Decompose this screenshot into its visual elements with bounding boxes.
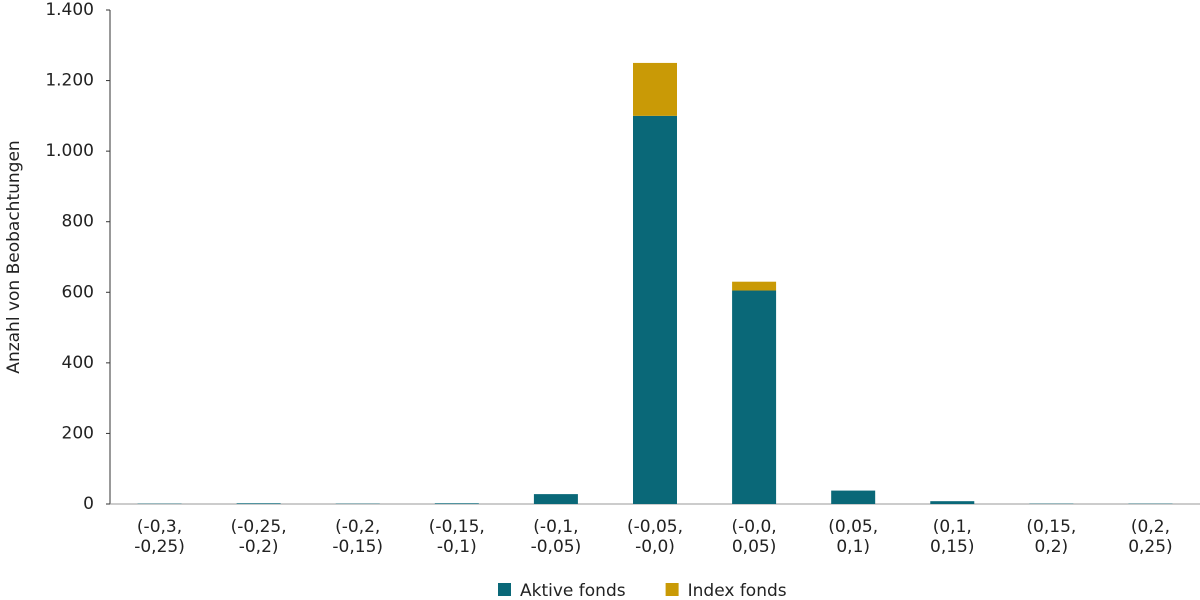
x-tick-label: (-0,0, (731, 517, 776, 537)
x-tick-label: -0,0) (635, 537, 675, 557)
bar (236, 503, 281, 504)
x-tick-label: -0,1) (437, 537, 477, 557)
x-tick-label: (0,2, (1131, 517, 1170, 537)
bar (831, 490, 876, 504)
x-tick-label: 0,1) (836, 537, 870, 557)
bar (434, 503, 479, 504)
x-tick-label: 0,05) (732, 537, 776, 557)
x-tick-label: (0,1, (933, 517, 972, 537)
x-tick-label: (0,15, (1026, 517, 1076, 537)
y-tick-label: 600 (62, 282, 94, 302)
x-tick-label: 0,2) (1035, 537, 1069, 557)
x-tick-label: -0,25) (134, 537, 185, 557)
bar (930, 501, 975, 504)
legend-label: Index fonds (688, 581, 787, 600)
legend-swatch (498, 583, 511, 596)
bar (533, 494, 578, 504)
x-tick-label: (-0,3, (137, 517, 182, 537)
x-tick-label: (-0,15, (429, 517, 485, 537)
legend-swatch (665, 583, 679, 596)
y-tick-label: 1.200 (45, 71, 94, 91)
y-axis-label: Anzahl von Beobachtungen (4, 140, 24, 373)
x-tick-label: (0,05, (828, 517, 878, 537)
x-tick-label: -0,05) (531, 537, 582, 557)
y-tick-label: 200 (62, 423, 94, 443)
x-tick-label: -0,2) (239, 537, 279, 557)
x-tick-label: (-0,1, (533, 517, 578, 537)
y-tick-label: 1.400 (45, 0, 94, 20)
bar (732, 281, 777, 291)
y-tick-label: 0 (83, 494, 94, 514)
bar (633, 62, 677, 116)
y-tick-label: 800 (62, 212, 94, 232)
y-tick-label: 400 (62, 353, 94, 373)
bar (732, 290, 777, 504)
x-tick-label: (-0,25, (231, 517, 287, 537)
x-tick-label: 0,25) (1128, 537, 1172, 557)
bar (633, 115, 677, 504)
x-tick-label: -0,15) (332, 537, 383, 557)
legend-label: Aktive fonds (520, 581, 626, 600)
x-tick-label: (-0,2, (335, 517, 380, 537)
x-tick-label: (-0,05, (627, 517, 683, 537)
x-tick-label: 0,15) (930, 537, 974, 557)
y-tick-label: 1.000 (45, 141, 94, 161)
